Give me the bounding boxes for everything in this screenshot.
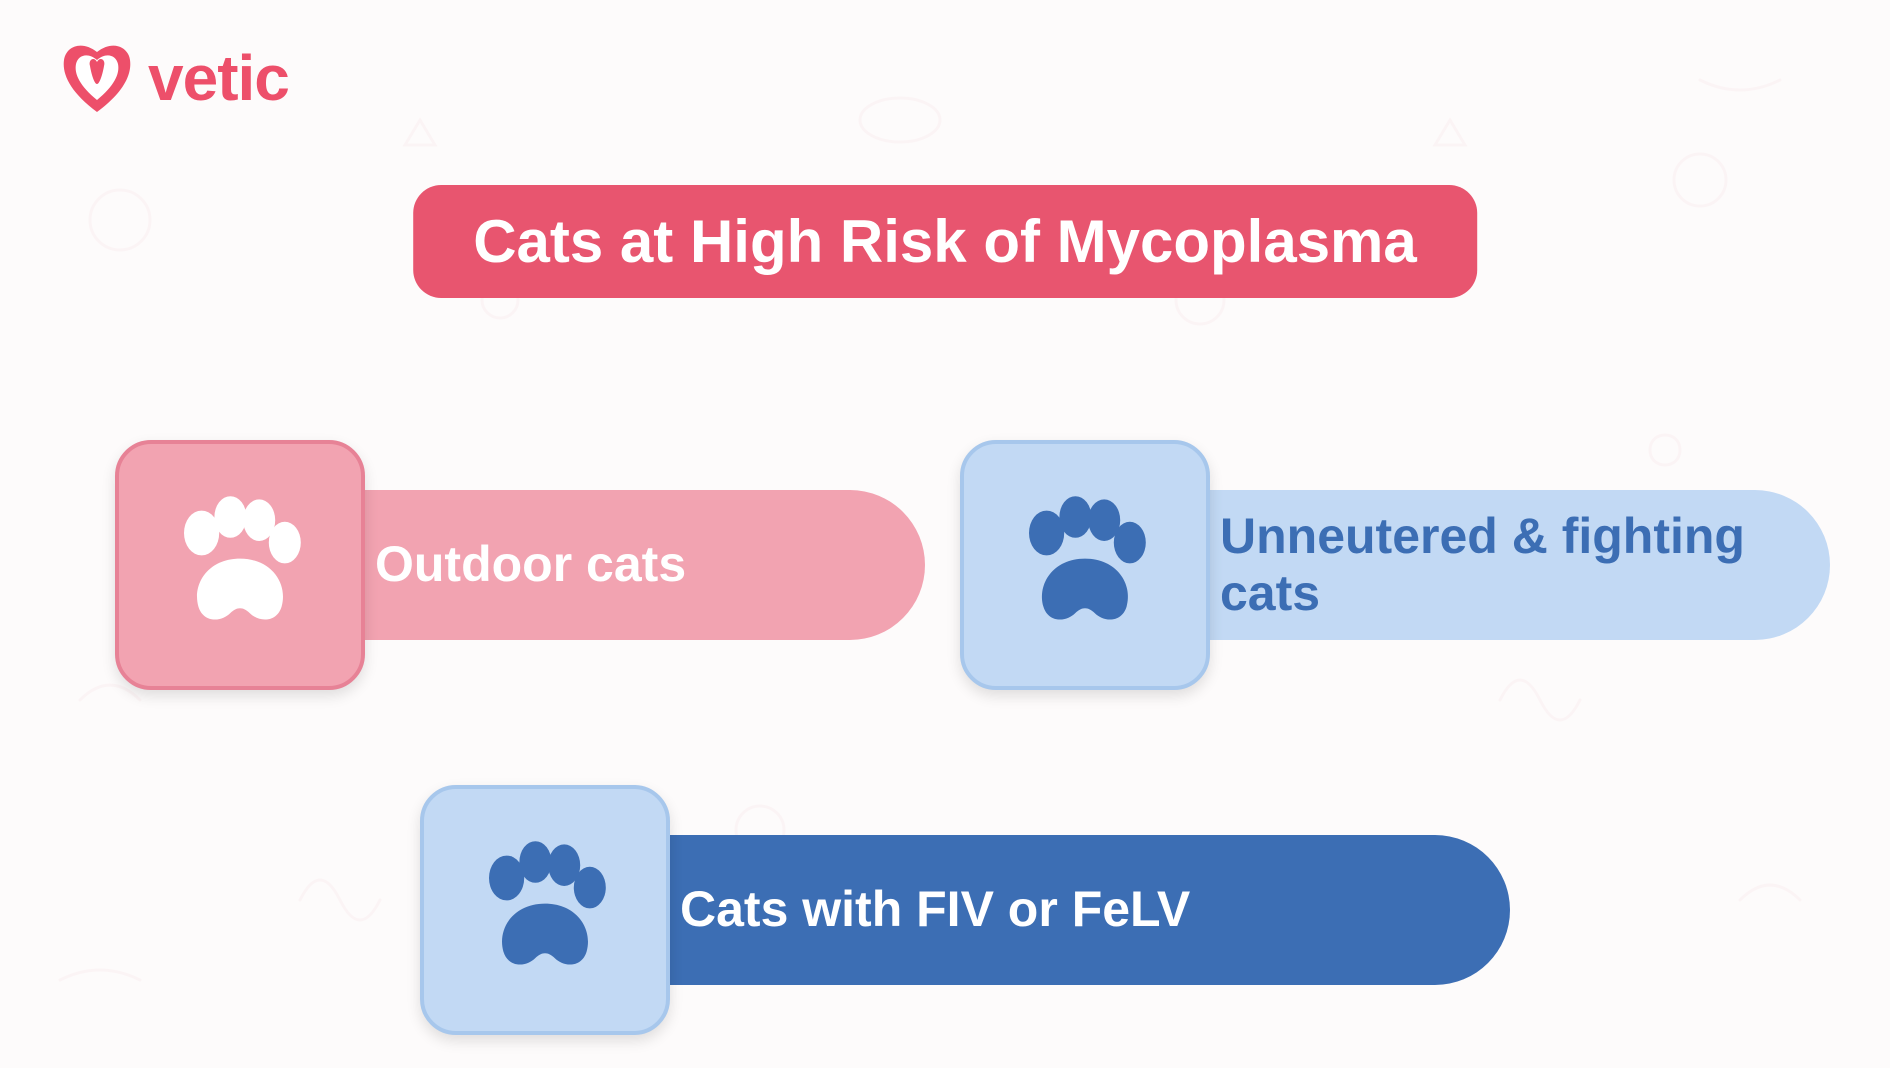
heart-tooth-icon [60,40,134,116]
risk-item-fiv-felv: Cats with FIV or FeLV [420,835,1510,985]
brand-logo: vetic [60,40,289,116]
risk-label: Unneutered & fighting cats [1220,508,1790,623]
risk-icon-box [115,440,365,690]
brand-name: vetic [148,41,289,115]
risk-item-outdoor: Outdoor cats [115,490,925,640]
paw-icon [160,485,320,645]
infographic-title: Cats at High Risk of Mycoplasma [413,185,1477,298]
risk-label: Outdoor cats [375,536,686,594]
risk-icon-box [420,785,670,1035]
risk-item-unneutered: Unneutered & fighting cats [960,490,1830,640]
risk-label: Cats with FIV or FeLV [680,881,1190,939]
risk-icon-box [960,440,1210,690]
paw-icon [465,830,625,990]
paw-icon [1005,485,1165,645]
